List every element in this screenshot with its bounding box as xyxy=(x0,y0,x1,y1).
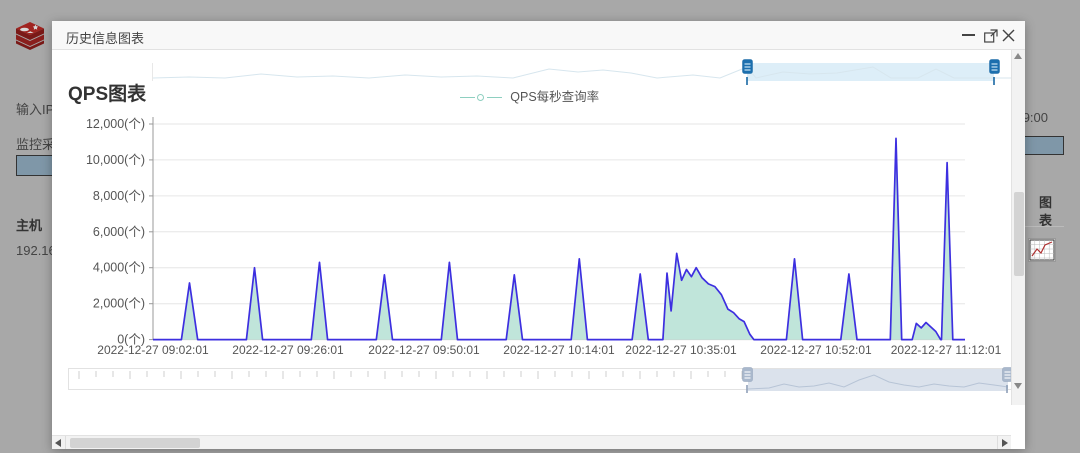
svg-text:2022-12-27 10:35:01: 2022-12-27 10:35:01 xyxy=(625,343,737,355)
svg-text:10,000(个): 10,000(个) xyxy=(86,153,145,167)
svg-text:2022-12-27 09:26:01: 2022-12-27 09:26:01 xyxy=(232,343,344,355)
svg-text:2,000(个): 2,000(个) xyxy=(93,297,145,311)
svg-text:8,000(个): 8,000(个) xyxy=(93,189,145,203)
svg-text:6,000(个): 6,000(个) xyxy=(93,225,145,239)
svg-text:2022-12-27 09:02:01: 2022-12-27 09:02:01 xyxy=(97,343,209,355)
svg-text:2022-12-27 09:50:01: 2022-12-27 09:50:01 xyxy=(368,343,480,355)
svg-text:12,000(个): 12,000(个) xyxy=(86,117,145,131)
svg-text:2022-12-27 10:14:01: 2022-12-27 10:14:01 xyxy=(503,343,615,355)
svg-text:2022-12-27 10:52:01: 2022-12-27 10:52:01 xyxy=(760,343,872,355)
svg-text:2022-12-27 11:12:01: 2022-12-27 11:12:01 xyxy=(891,343,1002,355)
svg-text:4,000(个): 4,000(个) xyxy=(93,261,145,275)
